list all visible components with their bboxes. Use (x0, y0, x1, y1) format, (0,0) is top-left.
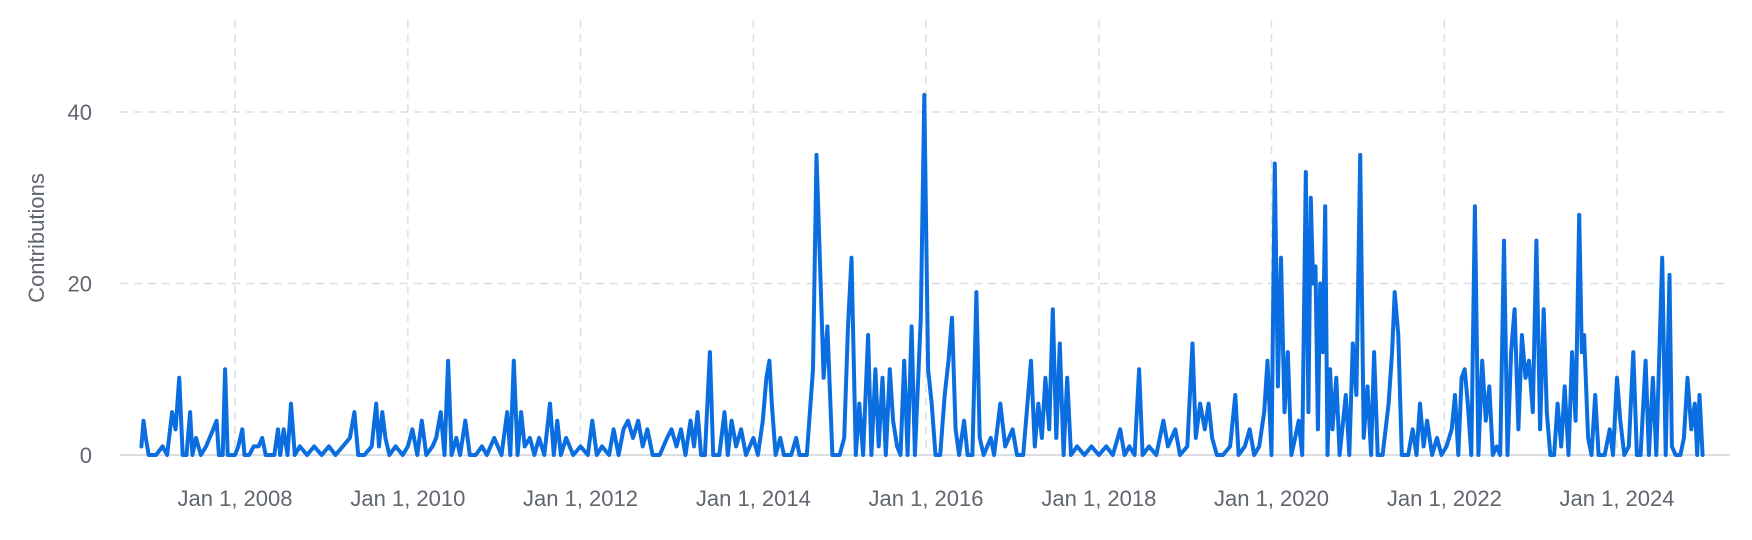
x-tick-label: Jan 1, 2008 (178, 486, 293, 511)
x-tick-label: Jan 1, 2010 (350, 486, 465, 511)
x-tick-label: Jan 1, 2022 (1387, 486, 1502, 511)
x-tick-label: Jan 1, 2012 (523, 486, 638, 511)
x-tick-label: Jan 1, 2016 (869, 486, 984, 511)
series-line (141, 95, 1702, 455)
y-tick-label: 40 (68, 100, 92, 125)
x-tick-label: Jan 1, 2020 (1214, 486, 1329, 511)
x-tick-label: Jan 1, 2014 (696, 486, 811, 511)
y-tick-label: 20 (68, 272, 92, 297)
x-tick-label: Jan 1, 2024 (1560, 486, 1675, 511)
x-tick-label: Jan 1, 2018 (1041, 486, 1156, 511)
y-axis-title: Contributions (24, 173, 49, 303)
y-tick-label: 0 (80, 443, 92, 468)
series (141, 95, 1702, 455)
